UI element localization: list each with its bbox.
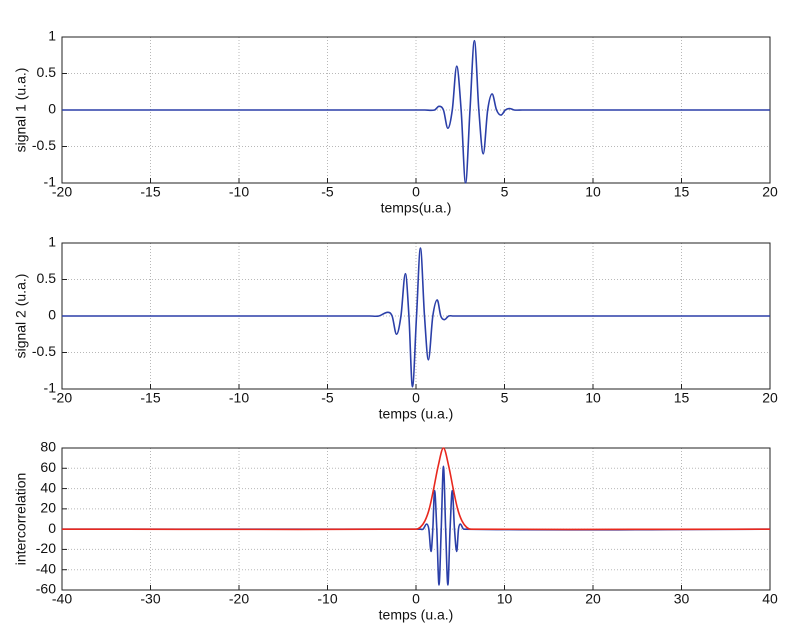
x-tick-label: -15 [140, 184, 160, 200]
y-tick-label: 0 [48, 520, 56, 536]
x-tick-label: -5 [321, 390, 334, 406]
x-tick-label: 0 [412, 184, 420, 200]
line-series [61, 447, 771, 531]
x-tick-label: 15 [674, 184, 690, 200]
x-axis-label: temps (u.a.) [379, 406, 454, 422]
y-tick-label: -60 [36, 581, 56, 597]
x-tick-label: -10 [229, 390, 249, 406]
y-tick-label: -20 [36, 540, 56, 556]
x-tick-label: -10 [317, 591, 337, 607]
x-tick-label: 20 [762, 184, 778, 200]
x-axis-label: temps (u.a.) [379, 607, 454, 623]
plot-frame [61, 447, 771, 591]
x-tick-label: 10 [585, 390, 601, 406]
x-tick-label: -20 [52, 184, 72, 200]
x-tick-label: 30 [674, 591, 690, 607]
y-tick-label: 1 [48, 28, 56, 44]
y-tick-label: -1 [44, 174, 57, 190]
y-tick-label: 0.5 [37, 270, 57, 286]
y-tick-label: -1 [44, 380, 57, 396]
y-tick-label: 60 [40, 459, 56, 475]
y-tick-label: -40 [36, 560, 56, 576]
x-tick-label: 15 [674, 390, 690, 406]
x-axis-label: temps(u.a.) [381, 200, 452, 216]
line-series [61, 247, 770, 388]
x-tick-label: 0 [412, 591, 420, 607]
x-tick-label: -15 [140, 390, 160, 406]
y-tick-label: 40 [40, 479, 56, 495]
y-tick-label: -0.5 [32, 343, 56, 359]
x-tick-label: 40 [762, 591, 778, 607]
x-tick-label: 10 [497, 591, 513, 607]
y-axis-label: signal 1 (u.a.) [13, 68, 29, 153]
y-tick-label: -0.5 [32, 137, 56, 153]
y-tick-label: 80 [40, 439, 56, 455]
x-tick-label: -40 [52, 591, 72, 607]
y-tick-label: 0 [48, 307, 56, 323]
y-tick-label: 0 [48, 101, 56, 117]
x-tick-label: 20 [762, 390, 778, 406]
x-tick-label: 5 [501, 390, 509, 406]
y-tick-label: 0.5 [37, 64, 57, 80]
line-series [62, 39, 770, 184]
x-tick-label: 0 [412, 390, 420, 406]
x-tick-label: -5 [321, 184, 334, 200]
x-tick-label: -20 [52, 390, 72, 406]
x-tick-label: 10 [585, 184, 601, 200]
y-tick-label: 1 [48, 234, 56, 250]
line-series [61, 465, 771, 586]
x-tick-label: -10 [229, 184, 249, 200]
y-axis-label: signal 2 (u.a.) [13, 274, 29, 359]
x-tick-label: 5 [501, 184, 509, 200]
x-tick-label: -20 [229, 591, 249, 607]
x-tick-label: -30 [140, 591, 160, 607]
y-tick-label: 20 [40, 500, 56, 516]
y-axis-label: intercorrelation [13, 473, 29, 566]
x-tick-label: 20 [585, 591, 601, 607]
